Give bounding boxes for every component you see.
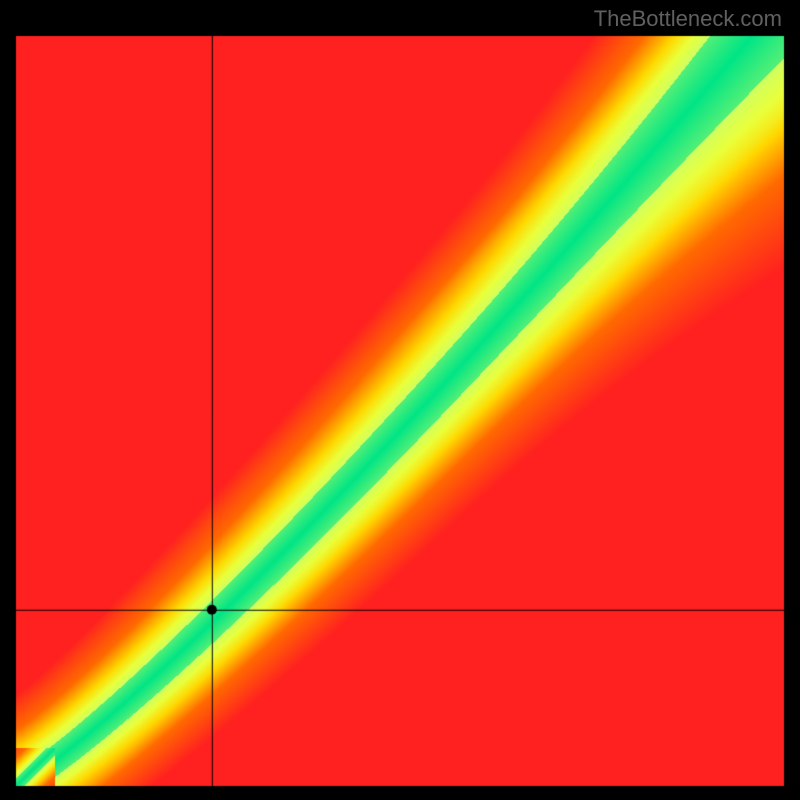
watermark-text: TheBottleneck.com [594, 6, 782, 32]
bottleneck-heatmap [0, 0, 800, 800]
chart-container: TheBottleneck.com [0, 0, 800, 800]
